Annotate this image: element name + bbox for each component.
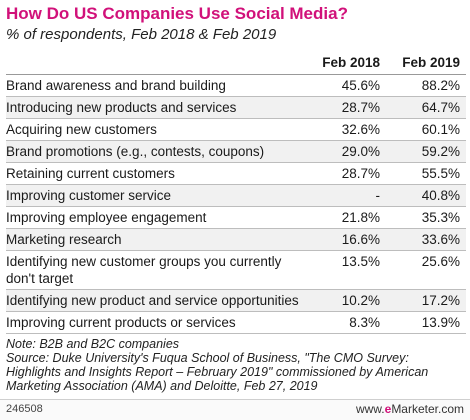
row-label: Acquiring new customers — [6, 118, 306, 141]
table-row: Brand promotions (e.g., contests, coupon… — [6, 140, 466, 163]
table-row: Retaining current customers 28.7% 55.5% — [6, 162, 466, 185]
note-text: Note: B2B and B2C companies — [6, 337, 180, 351]
brand-e: e — [384, 402, 392, 416]
brand-prefix: www. — [355, 402, 385, 416]
value-feb-2018: 45.6% — [306, 74, 386, 97]
row-label: Marketing research — [6, 228, 306, 251]
value-feb-2018: - — [306, 184, 386, 207]
table-row: Identifying new customer groups you curr… — [6, 250, 466, 290]
header-label — [6, 52, 306, 75]
value-feb-2018: 8.3% — [306, 311, 386, 334]
table-row: Improving customer service -40.8% — [6, 184, 466, 207]
brand-logo: www.eMarketer.com — [356, 402, 464, 416]
value-feb-2019: 64.7% — [386, 96, 466, 119]
row-label: Improving employee engagement — [6, 206, 306, 229]
chart-subtitle: % of respondents, Feb 2018 & Feb 2019 — [6, 26, 277, 43]
table-row: Marketing research 16.6% 33.6% — [6, 228, 466, 251]
value-feb-2019: 33.6% — [386, 228, 466, 251]
value-feb-2019: 13.9% — [386, 311, 466, 334]
value-feb-2018: 28.7% — [306, 96, 386, 119]
table-header-row: Feb 2018 Feb 2019 — [6, 52, 466, 75]
source-text: Source: Duke University's Fuqua School o… — [6, 351, 429, 393]
value-feb-2018: 16.6% — [306, 228, 386, 251]
value-feb-2018: 13.5% — [306, 250, 386, 290]
row-label: Identifying new customer groups you curr… — [6, 250, 306, 290]
data-table: Feb 2018 Feb 2019 Brand awareness and br… — [6, 52, 466, 334]
footer: 246508 www.eMarketer.com — [0, 399, 470, 420]
row-label: Improving current products or services — [6, 311, 306, 334]
value-feb-2019: 40.8% — [386, 184, 466, 207]
row-label: Introducing new products and services — [6, 96, 306, 119]
row-label: Identifying new product and service oppo… — [6, 289, 306, 312]
table-row: Brand awareness and brand building 45.6% 8… — [6, 74, 466, 97]
table-row: Acquiring new customers 32.6% 60.1% — [6, 118, 466, 141]
table-row: Identifying new product and service oppo… — [6, 289, 466, 312]
row-label: Brand promotions (e.g., contests, coupon… — [6, 140, 306, 163]
value-feb-2019: 88.2% — [386, 74, 466, 97]
value-feb-2019: 25.6% — [386, 250, 466, 290]
value-feb-2019: 59.2% — [386, 140, 466, 163]
table-row: Introducing new products and services 28.… — [6, 96, 466, 119]
value-feb-2018: 32.6% — [306, 118, 386, 141]
notes: Note: B2B and B2C companies Source: Duke… — [6, 337, 462, 393]
header-feb-2018: Feb 2018 — [306, 52, 386, 75]
value-feb-2019: 60.1% — [386, 118, 466, 141]
row-label: Brand awareness and brand building — [6, 74, 306, 97]
value-feb-2018: 28.7% — [306, 162, 386, 185]
chart-id: 246508 — [6, 403, 43, 415]
brand-suffix: Marketer.com — [391, 402, 464, 416]
value-feb-2019: 17.2% — [386, 289, 466, 312]
table-row: Improving current products or services 8.… — [6, 311, 466, 334]
data-table-container: Feb 2018 Feb 2019 Brand awareness and br… — [6, 52, 466, 334]
table-body: Brand awareness and brand building 45.6% 8… — [6, 74, 466, 334]
value-feb-2018: 10.2% — [306, 289, 386, 312]
header-feb-2019: Feb 2019 — [386, 52, 466, 75]
chart-title: How Do US Companies Use Social Media? — [6, 4, 348, 23]
row-label: Retaining current customers — [6, 162, 306, 185]
value-feb-2019: 35.3% — [386, 206, 466, 229]
row-label: Improving customer service — [6, 184, 306, 207]
table-row: Improving employee engagement 21.8% 35.3% — [6, 206, 466, 229]
value-feb-2018: 29.0% — [306, 140, 386, 163]
value-feb-2019: 55.5% — [386, 162, 466, 185]
value-feb-2018: 21.8% — [306, 206, 386, 229]
